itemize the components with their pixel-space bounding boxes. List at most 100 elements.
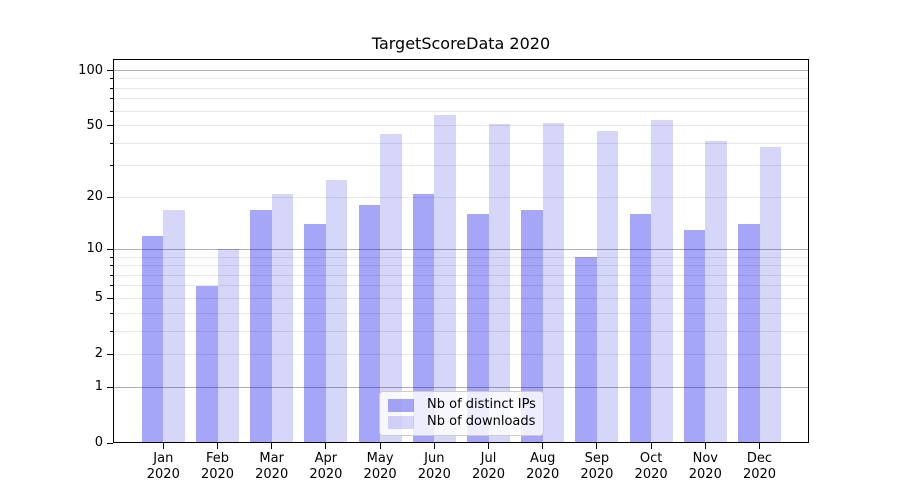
x-tick-label: Aug 2020: [511, 451, 575, 483]
bar-downloads: [759, 147, 781, 443]
legend-swatch-downloads: [388, 415, 414, 429]
x-tick-mark: [325, 443, 327, 449]
gridline-minor: [113, 265, 809, 267]
gridline-minor: [113, 274, 809, 276]
bar-distinct-ips: [575, 257, 597, 443]
legend-item-distinct-ips: Nb of distinct IPs: [388, 397, 536, 412]
x-tick-mark: [596, 443, 598, 449]
gridline-minor: [113, 285, 809, 287]
bar-downloads: [217, 249, 239, 443]
x-tick-label: Dec 2020: [728, 451, 792, 483]
gridline-minor: [113, 87, 809, 89]
y-minor-tick-mark: [110, 165, 113, 167]
gridline-minor: [113, 142, 809, 144]
x-tick-mark: [759, 443, 760, 449]
bar-downloads: [271, 193, 294, 443]
y-minor-tick-mark: [110, 98, 113, 100]
plot-area: [113, 59, 809, 443]
bar-distinct-ips: [521, 209, 543, 443]
x-tick-mark: [217, 443, 218, 449]
gridline-minor: [113, 78, 809, 80]
x-tick-year: 2020: [146, 467, 180, 482]
legend-swatch-distinct-ips: [388, 398, 414, 412]
bar-distinct-ips: [304, 224, 326, 443]
y-minor-tick-mark: [110, 125, 113, 127]
bar-downloads: [325, 180, 348, 443]
x-tick-year: 2020: [526, 467, 560, 482]
bar-distinct-ips: [196, 285, 218, 443]
y-tick-label: 0: [94, 435, 103, 450]
y-minor-tick-mark: [110, 274, 113, 276]
chart-title: TargetScoreData 2020: [371, 34, 551, 53]
x-tick-label: Mar 2020: [240, 451, 304, 483]
gridline-minor: [113, 256, 809, 258]
x-tick-year: 2020: [634, 467, 668, 482]
y-minor-tick-mark: [110, 196, 113, 198]
y-tick-mark: [107, 70, 113, 72]
y-minor-tick-mark: [110, 285, 113, 287]
y-tick-label: 1: [94, 379, 103, 395]
x-tick-year: 2020: [471, 467, 506, 482]
gridline-minor: [113, 98, 809, 100]
y-minor-tick-mark: [110, 297, 113, 299]
legend-label-distinct-ips: Nb of distinct IPs: [427, 397, 536, 412]
x-tick-label: Sep 2020: [565, 451, 629, 483]
bar-distinct-ips: [141, 235, 164, 443]
y-minor-tick-mark: [110, 353, 113, 355]
gridline-minor: [113, 196, 809, 198]
bar-downloads: [163, 209, 185, 443]
y-minor-tick-mark: [110, 142, 113, 144]
x-tick-mark: [379, 443, 381, 449]
legend: Nb of distinct IPs Nb of downloads: [379, 391, 544, 436]
x-tick-label: Jun 2020: [402, 451, 466, 483]
gridline-major: [113, 386, 809, 388]
bar-downloads: [434, 115, 456, 443]
y-tick-label: 2: [94, 346, 103, 362]
bar-downloads: [705, 141, 727, 443]
bar-downloads: [542, 122, 565, 443]
gridline-major: [113, 248, 809, 250]
x-tick-year: 2020: [580, 467, 614, 482]
x-tick-mark: [271, 443, 273, 449]
y-minor-tick-mark: [110, 312, 113, 314]
x-tick-label: Oct 2020: [619, 451, 683, 483]
x-tick-label: Apr 2020: [294, 451, 358, 483]
bars-layer: [113, 59, 809, 443]
bar-distinct-ips: [738, 224, 760, 443]
y-minor-tick-mark: [110, 265, 113, 267]
bar-distinct-ips: [629, 214, 652, 443]
bar-downloads: [380, 133, 402, 443]
legend-item-downloads: Nb of downloads: [388, 415, 535, 429]
y-tick-mark: [107, 442, 113, 444]
x-tick-mark: [162, 443, 164, 449]
gridlines-layer: [113, 59, 809, 443]
x-tick-year: 2020: [255, 467, 289, 482]
x-tick-mark: [488, 443, 489, 449]
gridline-minor: [113, 312, 809, 314]
legend-label-downloads: Nb of downloads: [427, 414, 536, 429]
gridline-major: [113, 70, 809, 72]
x-tick-label: Feb 2020: [186, 451, 250, 483]
bar-downloads: [596, 130, 619, 443]
x-tick-year: 2020: [363, 467, 397, 482]
x-tick-year: 2020: [417, 467, 451, 482]
x-tick-mark: [650, 443, 652, 449]
gridline-minor: [113, 125, 809, 127]
x-tick-year: 2020: [742, 467, 777, 482]
x-tick-label: Jan 2020: [131, 451, 195, 483]
y-minor-tick-mark: [110, 256, 113, 258]
x-tick-year: 2020: [688, 467, 722, 482]
x-tick-year: 2020: [309, 467, 343, 482]
y-minor-tick-mark: [110, 78, 113, 80]
x-tick-label: Jul 2020: [457, 451, 521, 483]
x-tick-mark: [704, 443, 706, 449]
y-tick-label: 5: [94, 290, 103, 306]
y-tick-label: 20: [86, 189, 103, 205]
y-tick-mark: [107, 386, 113, 388]
gridline-minor: [113, 353, 809, 355]
y-minor-tick-mark: [110, 330, 113, 332]
gridline-minor: [113, 110, 809, 112]
x-tick-label: May 2020: [348, 451, 412, 483]
gridline-minor: [113, 330, 809, 332]
